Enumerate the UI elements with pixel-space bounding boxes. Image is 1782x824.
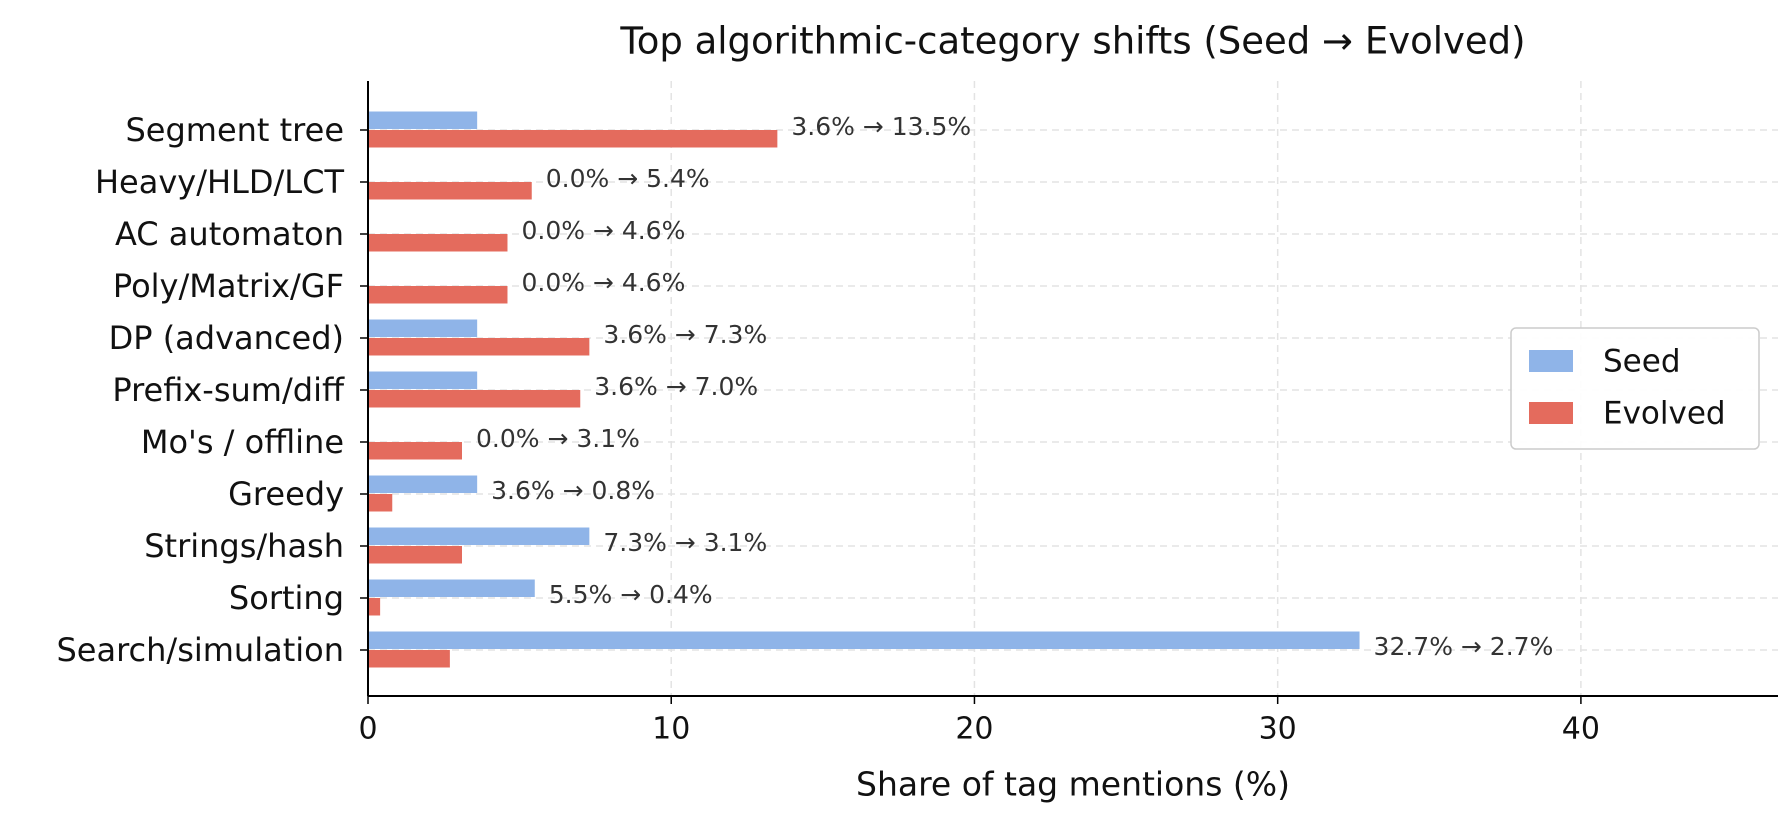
x-tick-label: 30 [1259,712,1297,747]
y-tick-label: Prefix-sum/diff [112,371,345,409]
y-tick-label: Greedy [228,475,344,513]
value-label: 0.0% → 3.1% [476,424,640,453]
value-label: 0.0% → 4.6% [521,268,685,297]
bar [368,475,478,493]
y-tick-label: Poly/Matrix/GF [113,267,344,305]
bar [368,234,508,252]
bar [368,527,590,545]
value-label: 3.6% → 7.3% [603,320,767,349]
legend-label: Seed [1603,344,1681,380]
bar [368,598,381,616]
x-axis-label: Share of tag mentions (%) [856,765,1290,804]
bar [368,546,462,564]
y-tick-label: DP (advanced) [109,319,344,357]
y-tick-label: AC automaton [115,215,344,253]
bar [368,286,508,304]
y-tick-label: Heavy/HLD/LCT [95,163,345,201]
bar [368,130,778,148]
value-label: 3.6% → 0.8% [491,476,655,505]
value-label: 0.0% → 5.4% [546,164,710,193]
bar [368,319,478,337]
value-label: 3.6% → 13.5% [791,112,971,141]
y-tick-label: Segment tree [125,111,344,149]
bar [368,579,535,597]
value-label: 7.3% → 3.1% [603,528,767,557]
bar [368,182,532,200]
legend-swatch [1529,350,1573,372]
bar [368,338,590,356]
bar [368,390,581,408]
bar [368,442,462,460]
legend-label: Evolved [1603,396,1726,432]
x-tick-label: 20 [955,712,993,747]
bar [368,371,478,389]
chart-title: Top algorithmic-category shifts (Seed → … [619,20,1525,63]
value-label: 5.5% → 0.4% [549,580,713,609]
legend-swatch [1529,402,1573,424]
x-tick-label: 0 [358,712,377,747]
y-tick-label: Strings/hash [144,527,344,565]
y-tick-label: Search/simulation [56,631,344,669]
bar [368,650,450,668]
y-tick-label: Sorting [229,579,344,617]
y-tick-label: Mo's / offline [141,423,344,461]
bar [368,631,1360,649]
value-label: 3.6% → 7.0% [594,372,758,401]
value-label: 0.0% → 4.6% [521,216,685,245]
value-label: 32.7% → 2.7% [1374,632,1554,661]
x-tick-label: 40 [1562,712,1600,747]
x-tick-label: 10 [652,712,690,747]
bar [368,111,478,129]
bar [368,494,393,512]
